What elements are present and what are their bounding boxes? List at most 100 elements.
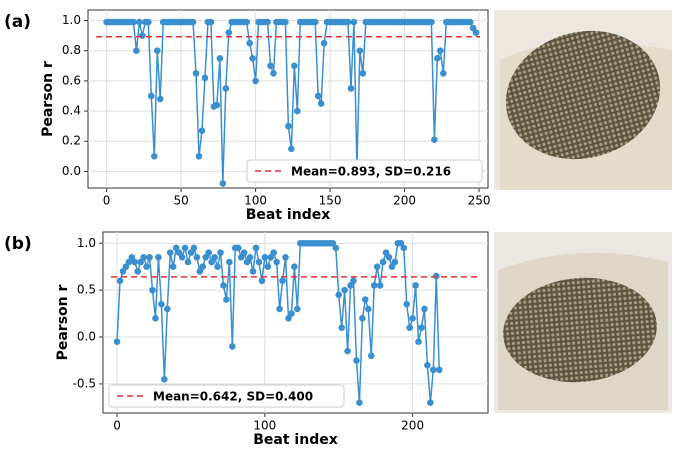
data-point: [214, 263, 221, 270]
data-point: [400, 244, 408, 252]
data-point: [409, 314, 416, 322]
data-point: [116, 277, 124, 285]
data-point: [237, 254, 245, 261]
data-point: [437, 47, 444, 55]
data-point: [270, 70, 277, 77]
data-point: [217, 249, 224, 256]
data-point: [376, 282, 384, 289]
data-point: [332, 244, 340, 252]
data-point: [146, 254, 153, 261]
data-point: [291, 263, 298, 270]
data-point: [213, 101, 221, 109]
data-point: [222, 85, 230, 92]
data-point: [288, 310, 295, 317]
data-point: [193, 254, 201, 261]
data-point: [134, 268, 142, 275]
data-point: [356, 399, 363, 406]
data-point: [370, 282, 378, 289]
data-point: [418, 324, 425, 331]
data-point: [246, 254, 254, 261]
data-point: [246, 39, 253, 47]
y-tick-label: 0.8: [62, 43, 81, 57]
data-point: [139, 32, 146, 39]
data-point: [240, 249, 248, 256]
data-point: [440, 70, 447, 77]
data-point: [294, 305, 301, 313]
data-point: [403, 300, 411, 308]
data-point: [421, 305, 428, 313]
data-point: [140, 254, 147, 261]
data-point: [196, 268, 204, 275]
y-tick-label: 0.0: [77, 330, 96, 344]
data-point: [201, 74, 209, 82]
data-point: [279, 277, 286, 285]
data-point: [338, 324, 345, 331]
data-point: [187, 249, 195, 256]
data-point: [264, 263, 272, 270]
data-point: [288, 145, 295, 153]
data-point: [341, 286, 348, 294]
chart-panel: 0.0 0.2 0.4 0.6 0.8 1.0 0 50 100 150 200 250 Mean=0.…: [4, 9, 491, 223]
data-point: [155, 254, 162, 261]
data-point: [249, 268, 257, 275]
data-point: [276, 305, 283, 313]
data-point: [161, 375, 168, 383]
data-point: [137, 258, 144, 266]
y-tick-label: 1.0: [62, 13, 81, 27]
y-tick-label: 0.2: [62, 134, 81, 148]
data-point: [131, 258, 139, 266]
data-point: [430, 366, 437, 374]
data-point: [314, 92, 322, 100]
y-tick-label: 1.0: [77, 236, 96, 250]
data-point: [320, 39, 328, 47]
data-point: [243, 18, 250, 26]
data-point: [133, 47, 140, 55]
data-point: [412, 282, 419, 289]
data-point: [424, 361, 431, 369]
data-point: [382, 249, 390, 256]
data-point: [178, 254, 186, 261]
data-point: [431, 136, 438, 144]
data-point: [152, 314, 159, 322]
data-point: [317, 100, 325, 107]
data-point: [252, 77, 259, 85]
x-tick-label: 100: [244, 194, 267, 208]
data-point: [267, 254, 275, 261]
data-point: [136, 18, 143, 26]
data-point: [347, 282, 354, 289]
chart-panel: -0.5 0.0 0.5 1.0 0 100 200 Mean=0.642, SD=0.400…: [4, 231, 489, 448]
data-point: [362, 296, 369, 303]
data-point: [367, 352, 375, 360]
data-point: [311, 18, 319, 26]
data-point: [125, 258, 133, 266]
data-point: [184, 258, 192, 266]
data-point: [255, 258, 263, 266]
data-point: [258, 277, 266, 285]
x-tick-label: 0: [103, 194, 111, 208]
data-point: [192, 70, 200, 77]
data-point: [198, 127, 206, 134]
data-point: [219, 180, 227, 187]
data-point: [189, 18, 197, 26]
photo-b: [494, 232, 672, 413]
data-point: [359, 314, 366, 322]
data-point: [249, 54, 256, 62]
data-point: [282, 254, 289, 261]
data-point: [202, 254, 210, 261]
y-tick-label: 0.4: [62, 104, 81, 118]
data-point: [270, 249, 278, 256]
x-tick-label: 200: [401, 419, 424, 433]
data-point: [385, 254, 393, 261]
data-point: [353, 357, 360, 364]
data-point: [128, 254, 136, 261]
data-point: [175, 249, 183, 256]
data-point: [190, 244, 198, 252]
data-point: [216, 54, 224, 62]
data-point: [158, 300, 165, 308]
y-axis-label: Pearson r: [40, 61, 56, 137]
data-point: [359, 70, 367, 77]
x-tick-label: 200: [393, 194, 416, 208]
data-point: [294, 107, 301, 115]
photo-a: [494, 10, 672, 190]
data-point: [391, 258, 399, 266]
